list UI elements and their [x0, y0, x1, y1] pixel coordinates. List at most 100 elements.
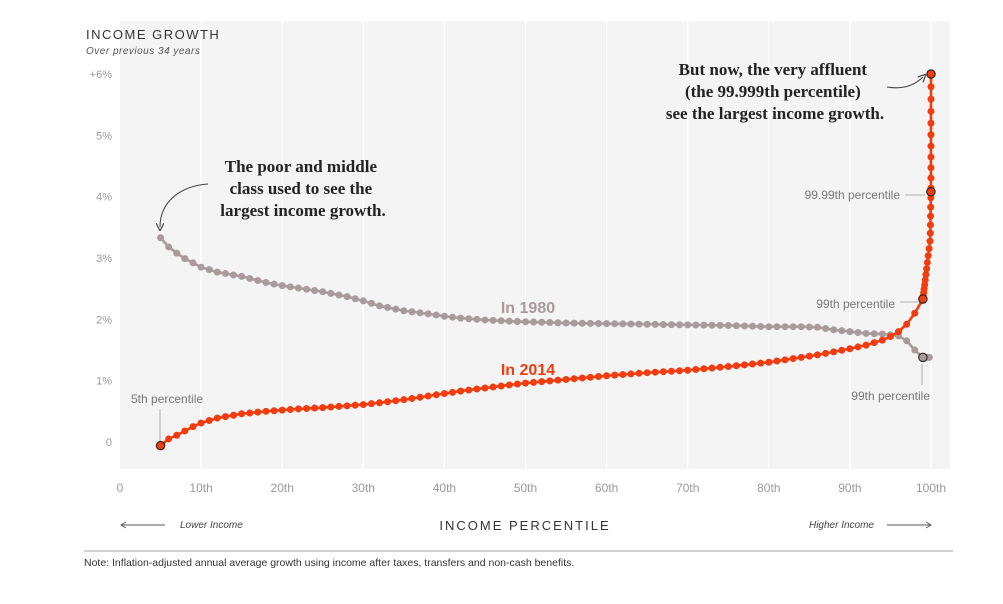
data-point	[343, 293, 351, 301]
data-point	[757, 359, 765, 367]
data-point	[805, 352, 813, 360]
series-2014	[157, 70, 935, 450]
x-tick-label: 60th	[595, 481, 618, 495]
data-point	[278, 406, 286, 414]
data-point	[619, 320, 627, 328]
data-point	[926, 221, 934, 229]
data-point	[927, 142, 935, 150]
data-point	[481, 384, 489, 392]
data-point	[181, 427, 189, 435]
data-point	[213, 268, 221, 276]
data-point	[651, 320, 659, 328]
data-point	[522, 379, 529, 387]
chart-subtitle: Over previous 34 years	[86, 46, 200, 57]
lower-income-label: Lower Income	[180, 520, 243, 531]
data-point	[923, 265, 931, 273]
data-point	[838, 327, 846, 335]
data-point	[667, 367, 675, 375]
data-point	[165, 243, 173, 251]
data-point	[497, 382, 505, 390]
data-point	[473, 385, 481, 393]
x-tick-label: 10th	[189, 481, 212, 495]
data-point	[303, 404, 311, 412]
data-point	[546, 377, 554, 385]
data-point	[197, 263, 205, 271]
data-point	[692, 366, 700, 374]
data-point	[343, 402, 351, 410]
data-point	[270, 407, 278, 415]
annotation-poor: The poor and middle class used to see th…	[220, 157, 385, 220]
data-point	[757, 322, 765, 330]
data-point	[165, 435, 173, 443]
x-tick-label: 90th	[838, 481, 861, 495]
data-point	[449, 388, 457, 396]
data-point	[554, 376, 562, 384]
higher-income-arrowhead-icon	[925, 521, 932, 529]
data-point	[927, 164, 935, 172]
data-point	[238, 272, 246, 280]
data-point	[878, 330, 886, 338]
data-point	[926, 229, 934, 237]
data-point	[351, 401, 359, 409]
data-point	[238, 410, 246, 418]
data-point	[924, 252, 932, 260]
y-tick-label: 4%	[96, 192, 112, 204]
annotation-affluent: But now, the very affluent (the 99.999th…	[666, 60, 884, 123]
data-point	[594, 320, 602, 328]
data-point	[570, 375, 578, 383]
plot-background	[120, 21, 950, 469]
data-point	[854, 329, 862, 337]
annotation-poor-line3: largest income growth.	[220, 201, 385, 220]
data-point	[400, 307, 408, 315]
data-point	[805, 323, 813, 331]
data-point	[311, 287, 319, 295]
data-point	[473, 315, 481, 323]
data-point	[838, 346, 846, 354]
data-point	[408, 308, 416, 316]
y-tick-label: 5%	[96, 130, 112, 142]
x-tick-label: 40th	[433, 481, 456, 495]
data-point	[878, 336, 886, 344]
data-point	[538, 318, 546, 326]
data-point	[416, 309, 424, 317]
data-point	[921, 276, 929, 284]
data-point	[327, 403, 335, 411]
x-tick-label: 80th	[757, 481, 780, 495]
data-point	[603, 320, 611, 328]
data-point	[384, 303, 392, 311]
data-point	[925, 245, 933, 253]
data-point	[911, 346, 919, 354]
data-point	[408, 394, 416, 402]
data-point	[173, 249, 181, 257]
highlighted-point	[155, 440, 166, 451]
data-point	[773, 357, 781, 365]
data-point	[586, 319, 594, 327]
data-point	[449, 313, 457, 321]
data-point	[489, 383, 497, 391]
data-point	[157, 234, 165, 242]
data-point	[635, 320, 643, 328]
data-point	[643, 369, 651, 377]
data-point	[708, 364, 716, 372]
data-point	[335, 402, 343, 410]
data-point	[392, 305, 400, 313]
highlighted-point	[926, 187, 936, 197]
data-point	[554, 319, 562, 327]
y-tick-label: 0	[106, 437, 112, 449]
data-point	[732, 322, 740, 330]
data-point	[923, 258, 931, 266]
data-point	[319, 288, 327, 296]
data-point	[424, 310, 432, 318]
data-point	[286, 283, 294, 291]
data-point	[813, 351, 821, 359]
data-point	[465, 315, 473, 323]
data-point	[221, 270, 229, 278]
data-point	[270, 280, 278, 288]
annotation-affluent-line1: But now, the very affluent	[679, 60, 868, 79]
data-point	[854, 343, 862, 351]
data-point	[651, 368, 659, 376]
data-point	[619, 371, 627, 379]
label-99th-percentile-1980: 99th percentile	[851, 389, 930, 403]
data-point	[457, 314, 465, 322]
data-point	[643, 320, 651, 328]
